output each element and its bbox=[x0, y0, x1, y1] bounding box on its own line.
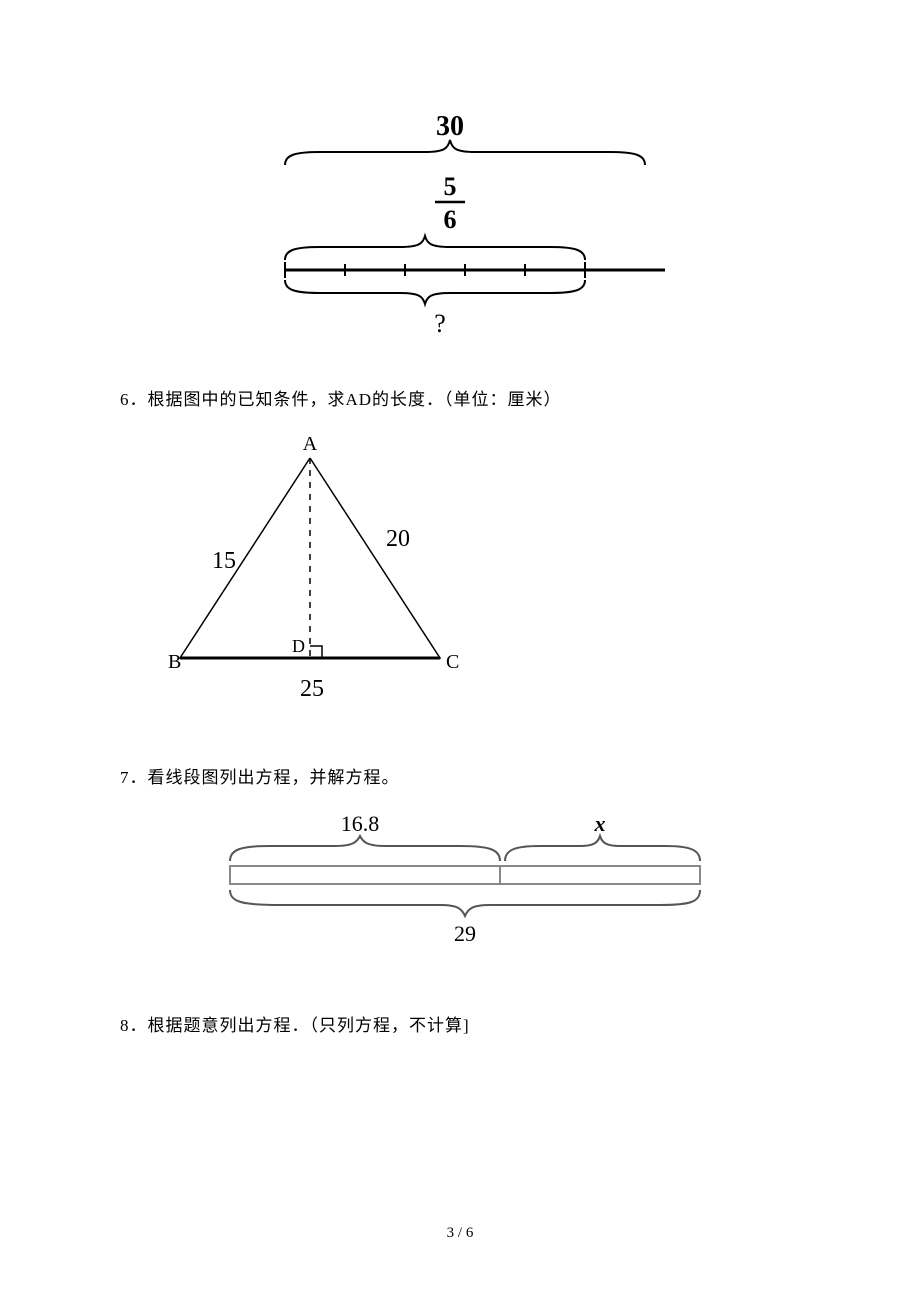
left-16-8: 16.8 bbox=[341, 811, 380, 836]
figure-5: 30 5 6 ? bbox=[120, 110, 800, 355]
question-8-text: 8．根据题意列出方程．（只列方程，不计算] bbox=[120, 1011, 800, 1036]
total-29: 29 bbox=[454, 921, 476, 946]
vertex-A: A bbox=[303, 433, 318, 455]
right-x: x bbox=[594, 811, 606, 836]
vertex-C: C bbox=[446, 651, 459, 673]
page-number: 3 / 6 bbox=[0, 1225, 920, 1242]
question-6-text: 6．根据图中的已知条件，求AD的长度．（单位：厘米） bbox=[120, 385, 800, 410]
fraction-denominator: 6 bbox=[444, 205, 457, 234]
figure-6: A B C D 15 20 25 bbox=[120, 428, 800, 733]
side-AB: 15 bbox=[212, 548, 236, 574]
fraction-numerator: 5 bbox=[444, 172, 457, 201]
vertex-B: B bbox=[168, 651, 181, 673]
unknown-label: ? bbox=[434, 309, 446, 338]
total-30-label: 30 bbox=[436, 111, 464, 142]
segment-equation-diagram: 16.8 x 29 bbox=[200, 806, 720, 976]
side-AC: 20 bbox=[386, 526, 410, 552]
side-BC: 25 bbox=[300, 676, 324, 702]
vertex-D: D bbox=[292, 636, 305, 656]
figure-7: 16.8 x 29 bbox=[120, 806, 800, 981]
triangle-diagram: A B C D 15 20 25 bbox=[160, 428, 480, 728]
fraction-bar-diagram: 30 5 6 ? bbox=[230, 110, 690, 350]
question-7-text: 7．看线段图列出方程，并解方程。 bbox=[120, 763, 800, 788]
